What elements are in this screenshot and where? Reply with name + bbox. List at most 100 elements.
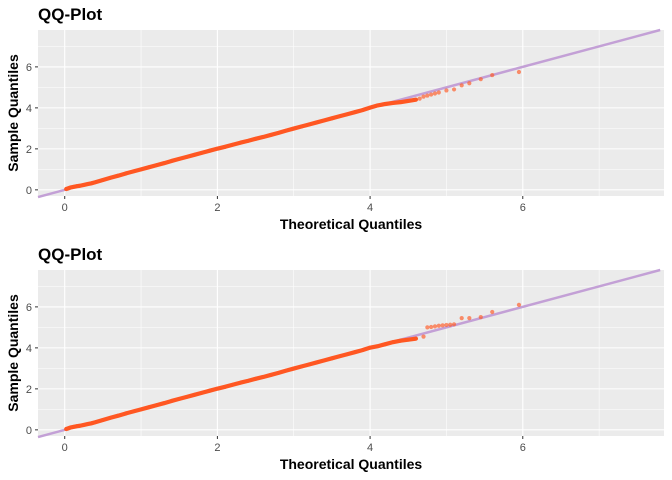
sample-point [322, 358, 327, 363]
sample-point [432, 324, 438, 329]
sample-point [215, 386, 220, 391]
sample-point [85, 422, 90, 427]
sample-point [451, 87, 457, 92]
sample-point [478, 77, 483, 82]
sample-point [337, 354, 342, 359]
sample-point [352, 350, 357, 355]
sample-point [223, 144, 227, 149]
sample-point [184, 154, 189, 159]
y-axis-title: Sample Quantiles [5, 294, 21, 412]
sample-point [177, 157, 182, 161]
y-tick-label: 4 [26, 103, 32, 115]
sample-point [425, 325, 430, 330]
dense-sample-points [64, 336, 418, 432]
x-tick-label: 2 [214, 202, 220, 214]
x-tick-label: 4 [367, 442, 373, 454]
x-tick-label: 6 [520, 442, 526, 454]
sample-point [246, 138, 250, 143]
sample-point [276, 130, 281, 135]
sample-point [75, 184, 79, 189]
sample-point [100, 178, 105, 182]
sample-point [368, 105, 372, 110]
sample-point [184, 394, 189, 399]
sample-point [307, 362, 311, 367]
sample-point [268, 373, 273, 377]
sample-point [139, 167, 143, 172]
sample-point [207, 148, 212, 153]
sample-point [436, 90, 441, 95]
sample-point [406, 337, 411, 342]
sample-point [291, 366, 296, 371]
sample-point [314, 360, 319, 365]
sample-point [345, 352, 350, 357]
sample-point [78, 183, 82, 188]
sample-point [490, 309, 495, 315]
sample-point [162, 401, 166, 406]
sample-point [116, 413, 121, 418]
x-axis-title: Theoretical Quantiles [280, 456, 423, 472]
sample-point [360, 108, 365, 113]
sample-point [436, 323, 441, 328]
sample-point [478, 315, 483, 320]
sample-point [421, 94, 426, 99]
sample-point [89, 181, 94, 186]
sample-point [123, 171, 128, 176]
sample-point [192, 152, 197, 157]
sample-point [383, 342, 388, 347]
sample-point [154, 163, 159, 168]
sample-point [230, 142, 235, 147]
sample-point [131, 409, 136, 414]
sample-point [444, 88, 449, 93]
sample-point [322, 118, 327, 123]
sample-point [490, 72, 495, 78]
y-tick-label: 2 [26, 144, 32, 156]
sample-point [448, 322, 453, 327]
sample-point [146, 405, 151, 410]
sample-point [154, 403, 159, 408]
sample-point [406, 99, 411, 103]
sample-point [299, 364, 304, 369]
sample-point [284, 128, 289, 133]
sample-point [330, 116, 334, 121]
sample-point [116, 173, 121, 178]
sample-point [268, 133, 273, 137]
y-tick-label: 0 [26, 425, 32, 437]
y-axis-title: Sample Quantiles [5, 54, 21, 172]
sample-point [123, 411, 128, 416]
sample-point [345, 112, 350, 117]
sample-point [169, 399, 174, 403]
sample-point [162, 161, 166, 166]
sample-point [352, 110, 357, 115]
sample-point [146, 165, 151, 170]
sample-point [261, 375, 266, 379]
sample-point [432, 91, 438, 96]
sample-point [391, 101, 395, 105]
sample-point [75, 424, 79, 429]
y-tick-label: 0 [26, 185, 32, 197]
sample-point [108, 415, 113, 420]
y-tick-label: 6 [26, 302, 32, 314]
sample-point [429, 324, 434, 330]
sample-point [78, 423, 82, 428]
sample-point [68, 425, 73, 430]
sample-point [398, 338, 403, 343]
sample-point [223, 384, 227, 389]
sample-point [516, 69, 522, 75]
sample-point [139, 407, 143, 412]
sample-point [299, 124, 304, 129]
sample-point [451, 322, 457, 327]
sample-point [261, 135, 266, 139]
x-axis-title: Theoretical Quantiles [280, 216, 423, 232]
sample-point [375, 344, 380, 349]
sample-point [284, 368, 289, 373]
qq-plot-panel-1: QQ-Plot 0 2 4 6 0 2 4 6 Theoretical Quantiles S… [5, 5, 664, 232]
sample-point [93, 180, 98, 185]
sample-point [238, 380, 243, 385]
sample-point [100, 418, 105, 422]
y-tick-label: 4 [26, 343, 32, 355]
sample-point [200, 150, 205, 155]
sample-point [207, 388, 212, 393]
sample-point [71, 424, 76, 429]
sample-point [459, 83, 464, 88]
